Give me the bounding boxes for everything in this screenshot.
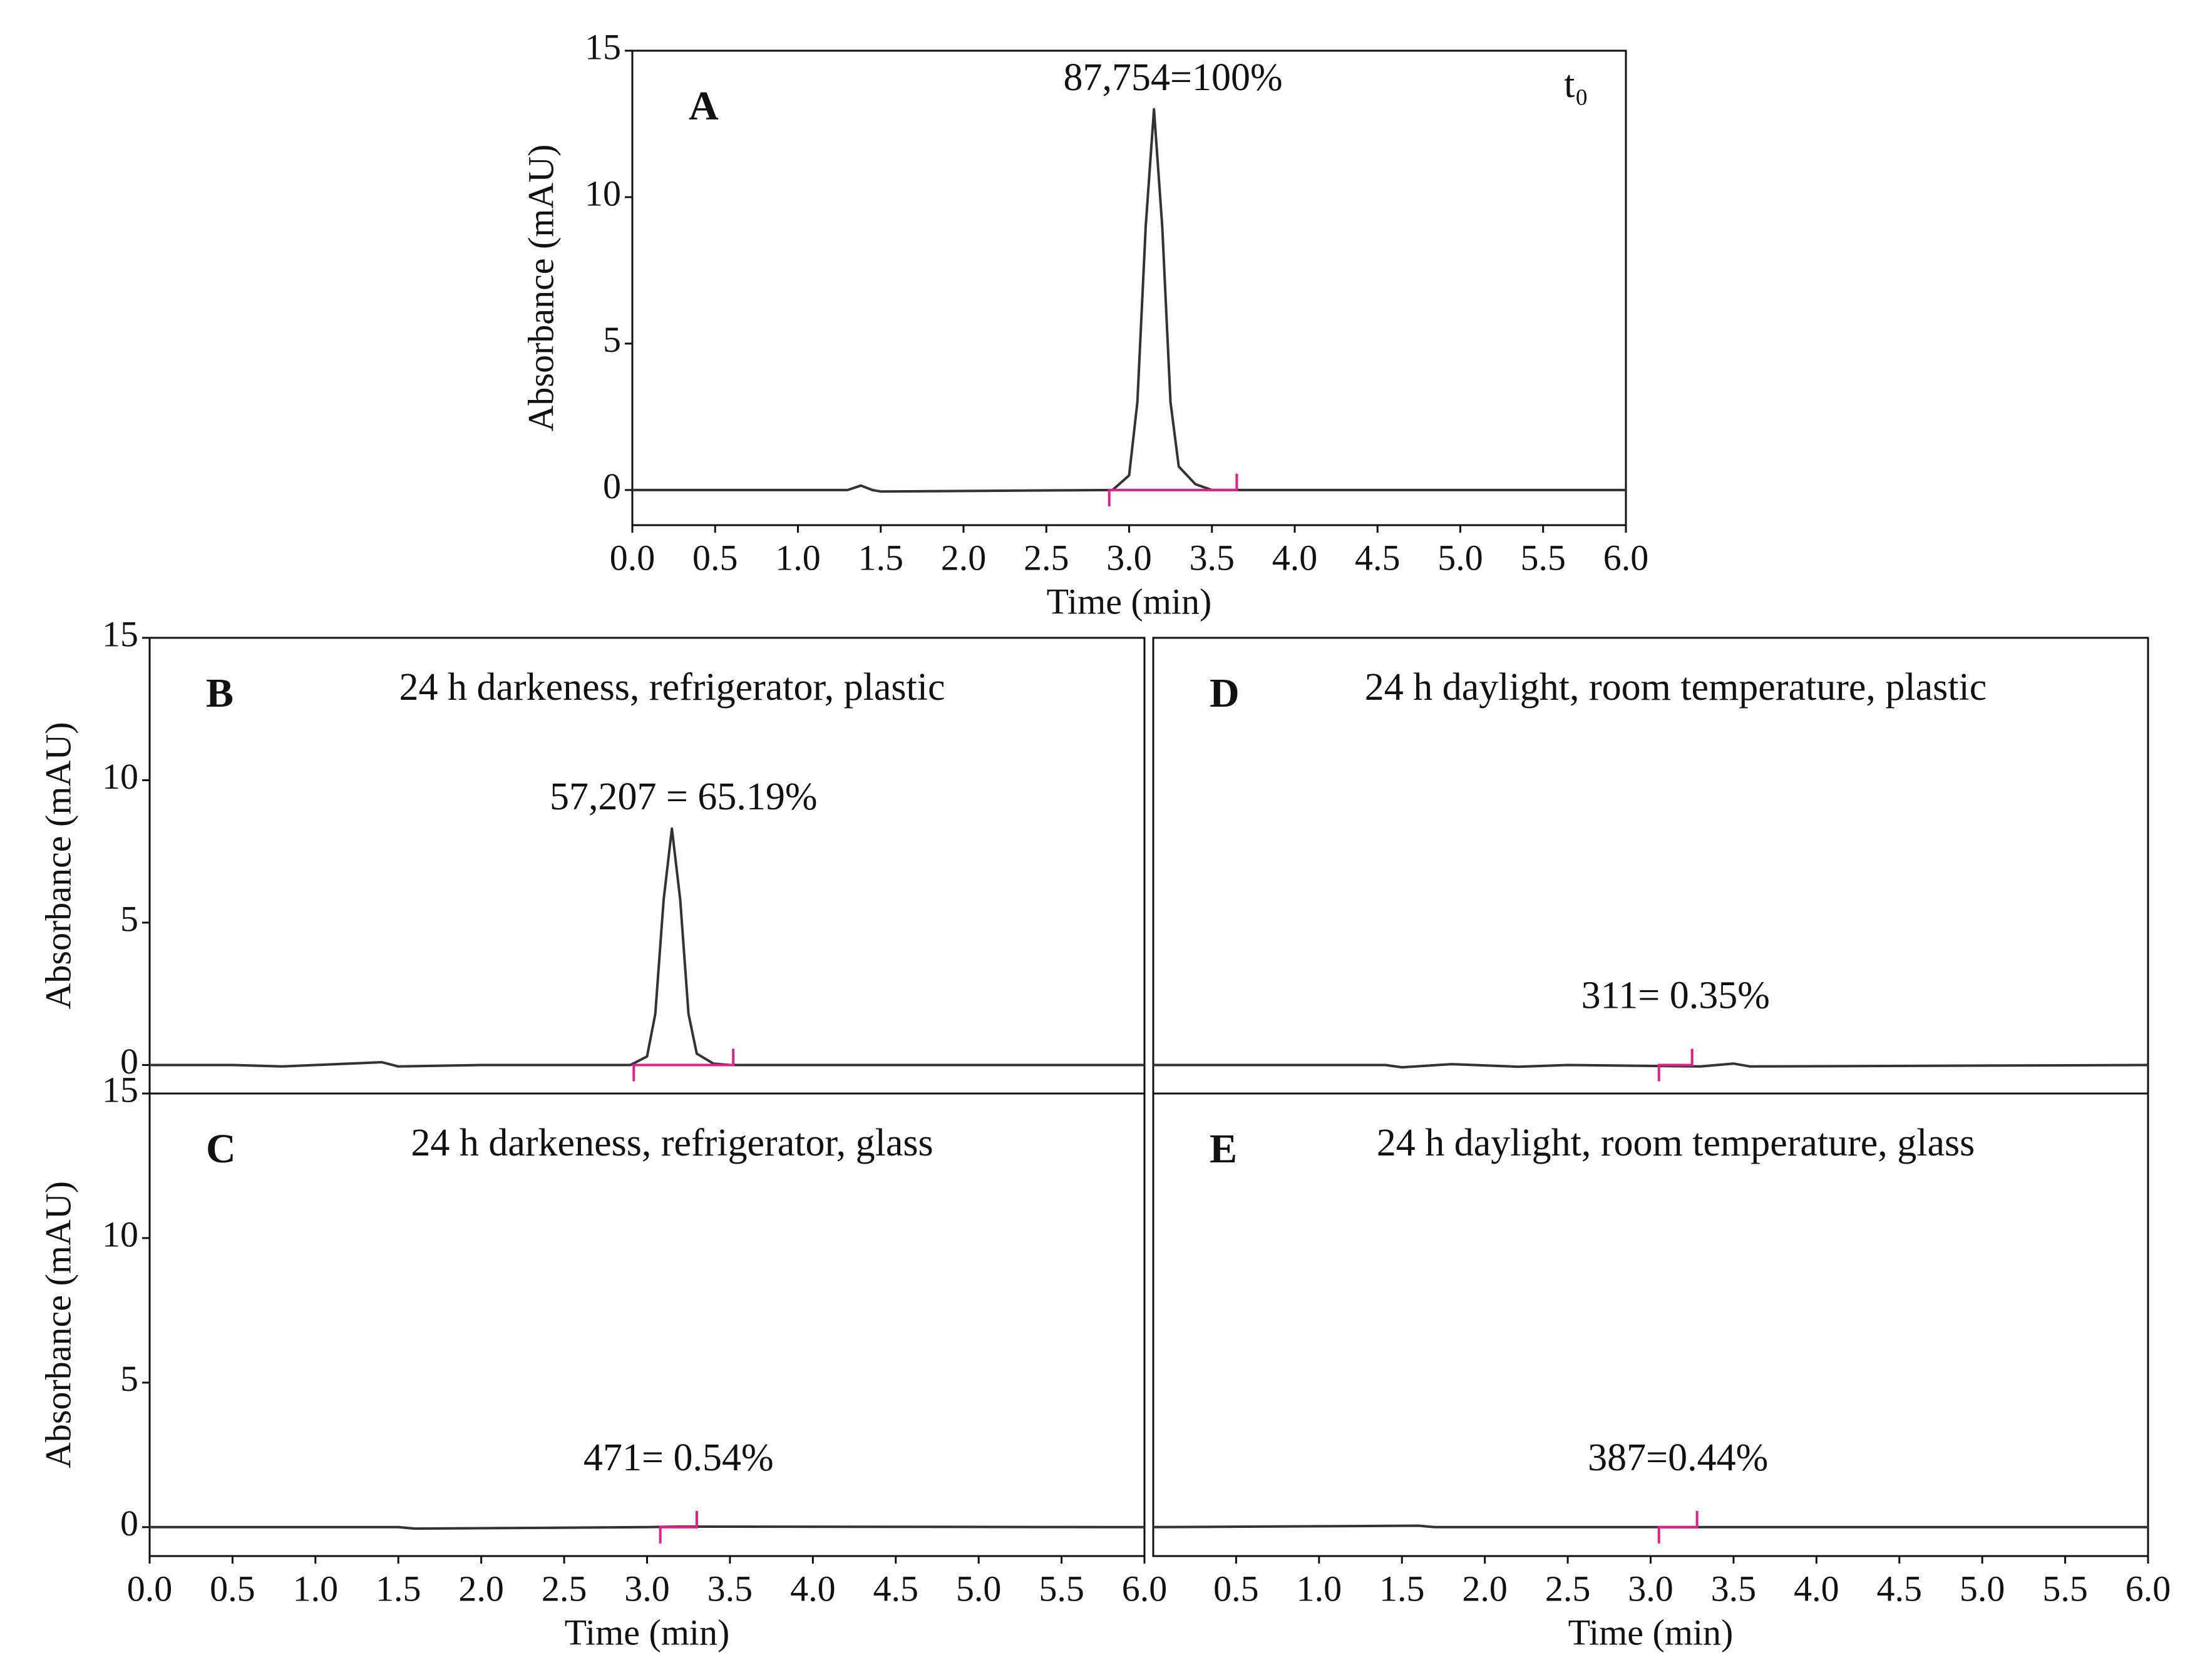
x-tick-label: 3.0 (1628, 1568, 1673, 1609)
x-tick-label: 1.0 (775, 537, 821, 578)
panel-subtitle: 24 h daylight, room temperature, glass (1377, 1122, 1975, 1164)
x-tick-label: 2.0 (458, 1568, 504, 1609)
x-tick-label: 6.0 (1603, 537, 1649, 578)
x-tick-label: 5.0 (1437, 537, 1483, 578)
x-tick-label: 3.5 (707, 1568, 753, 1609)
x-tick-label: 2.5 (1024, 537, 1069, 578)
x-tick-label: 5.0 (1960, 1568, 2005, 1609)
x-tick-label: 0.5 (692, 537, 738, 578)
peak-annotation: 87,754=100% (1064, 56, 1283, 99)
peak-annotation: 311= 0.35% (1581, 975, 1770, 1017)
y-tick-label: 15 (102, 1069, 138, 1110)
x-tick-label: 4.5 (1877, 1568, 1923, 1609)
integration-baseline (632, 1048, 735, 1082)
x-axis-label: Time (min) (1047, 581, 1212, 622)
integration-baseline (659, 1510, 698, 1544)
x-tick-label: 5.5 (1521, 537, 1566, 578)
y-axis-label: Absorbance (mAU) (38, 722, 78, 1009)
y-tick-label: 15 (102, 613, 138, 654)
y-tick-label: 0 (120, 1503, 138, 1544)
x-tick-label: 1.5 (376, 1568, 421, 1609)
y-tick-label: 5 (603, 319, 621, 360)
y-axis-label: Absorbance (mAU) (38, 1181, 78, 1468)
peak-annotation: 387=0.44% (1588, 1437, 1768, 1479)
x-tick-label: 4.0 (1272, 537, 1318, 578)
integration-baseline (1108, 473, 1238, 506)
x-tick-label: 2.5 (542, 1568, 587, 1609)
y-tick-label: 10 (585, 173, 621, 213)
corner-label: t₀ (1564, 63, 1588, 106)
panel-letter: B (206, 670, 234, 716)
chromatogram-trace (150, 1525, 1145, 1530)
chromatogram-trace (632, 108, 1626, 493)
x-tick-label: 5.5 (1039, 1568, 1084, 1609)
x-tick-label: 6.0 (1122, 1568, 1168, 1609)
x-tick-label: 2.5 (1545, 1568, 1591, 1609)
x-tick-label: 4.0 (790, 1568, 836, 1609)
x-tick-label: 5.0 (956, 1568, 1002, 1609)
panel-subtitle: 24 h darkeness, refrigerator, plastic (399, 666, 945, 709)
x-tick-label: 6.0 (2126, 1568, 2171, 1609)
x-tick-label: 0.0 (127, 1568, 173, 1609)
plot-frame (631, 49, 1627, 526)
integration-baseline (1657, 1048, 1694, 1082)
x-axis-label: Time (min) (565, 1612, 730, 1652)
x-tick-label: 0.0 (610, 537, 655, 578)
y-tick-label: 5 (120, 1358, 138, 1399)
x-tick-label: 3.5 (1711, 1568, 1757, 1609)
panel-subtitle: 24 h daylight, room temperature, plastic (1365, 666, 1987, 709)
y-tick-label: 0 (120, 1041, 138, 1082)
x-tick-label: 3.0 (624, 1568, 670, 1609)
y-tick-label: 10 (102, 756, 138, 797)
x-tick-label: 4.5 (873, 1568, 919, 1609)
x-tick-label: 0.5 (1213, 1568, 1259, 1609)
x-tick-label: 2.0 (1462, 1568, 1508, 1609)
integration-baseline (1657, 1510, 1699, 1544)
y-tick-label: 5 (120, 898, 138, 939)
x-tick-label: 3.5 (1190, 537, 1235, 578)
y-tick-label: 10 (102, 1214, 138, 1254)
x-tick-label: 5.5 (2042, 1568, 2088, 1609)
panel-letter: E (1210, 1126, 1237, 1172)
x-tick-label: 0.5 (210, 1568, 255, 1609)
panel-letter: C (206, 1126, 236, 1172)
panel-letter: D (1210, 670, 1240, 716)
x-tick-label: 4.5 (1355, 537, 1401, 578)
chromatogram-trace (1153, 1062, 2149, 1069)
chromatogram-trace (150, 827, 1144, 1068)
x-tick-label: 1.5 (1379, 1568, 1425, 1609)
x-tick-label: 1.5 (858, 537, 904, 578)
x-tick-label: 1.0 (1297, 1568, 1342, 1609)
y-tick-label: 15 (585, 26, 621, 67)
chromatogram-trace (1153, 1524, 2148, 1529)
panel-subtitle: 24 h darkeness, refrigerator, glass (411, 1122, 933, 1164)
x-tick-label: 1.0 (293, 1568, 339, 1609)
y-tick-label: 0 (603, 466, 621, 506)
x-tick-label: 3.0 (1106, 537, 1152, 578)
peak-annotation: 57,207 = 65.19% (550, 776, 818, 818)
x-axis-label: Time (min) (1568, 1612, 1734, 1652)
x-tick-label: 4.0 (1794, 1568, 1839, 1609)
y-axis-label: Absorbance (mAU) (520, 144, 561, 431)
peak-annotation: 471= 0.54% (583, 1437, 774, 1479)
panel-letter: A (689, 83, 719, 129)
x-tick-label: 2.0 (941, 537, 987, 578)
